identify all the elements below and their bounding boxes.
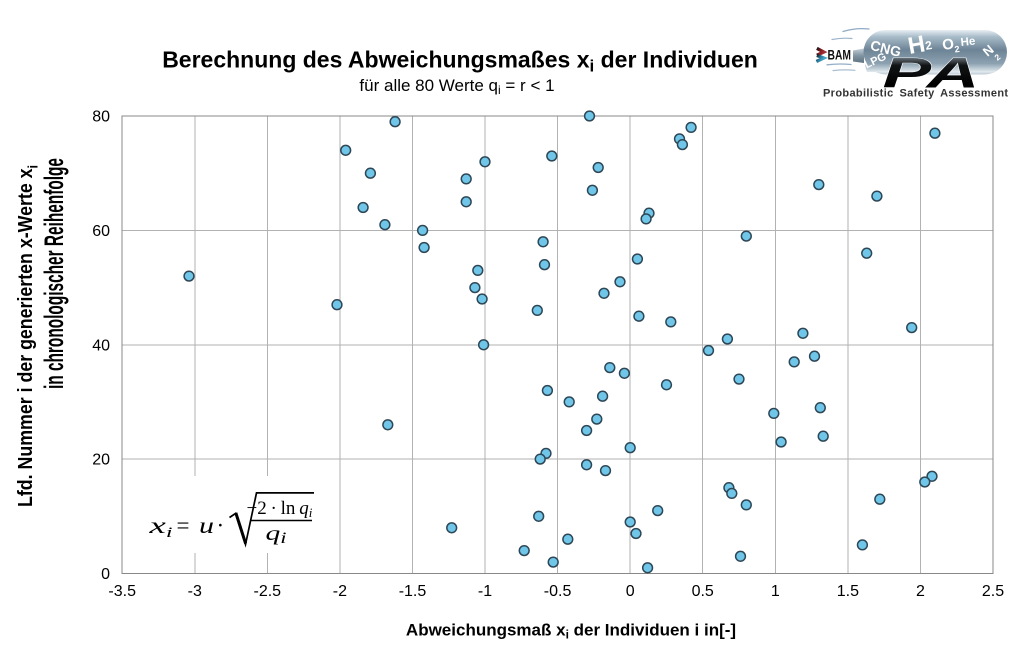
svg-text:2: 2 [924,38,933,53]
svg-text:O: O [941,35,955,54]
svg-text:1: 1 [771,583,780,600]
svg-text:Berechnung des Abweichungsmaße: Berechnung des Abweichungsmaßes xi der I… [162,47,758,76]
svg-text:für alle 80 Werte qi = r < 1: für alle 80 Werte qi = r < 1 [359,76,554,97]
svg-text:80: 80 [92,109,110,126]
svg-text:Lfd. Nummer i der generierten: Lfd. Nummer i der generierten x-Werte xi [15,165,41,507]
svg-text:u: u [199,513,214,538]
svg-text:0: 0 [101,566,110,583]
svg-text:-0.5: -0.5 [544,583,572,600]
svg-text:xi: xi [148,513,173,541]
svg-text:0: 0 [626,583,635,600]
svg-text:-3: -3 [188,583,202,600]
svg-text:2.5: 2.5 [982,583,1004,600]
svg-text:40: 40 [92,337,110,354]
svg-text:−2 · ln qi: −2 · ln qi [247,498,313,520]
svg-text:·: · [217,513,225,538]
svg-text:-1: -1 [478,583,492,600]
svg-text:He: He [960,36,976,49]
svg-text:-2: -2 [333,583,347,600]
svg-text:H: H [906,30,927,59]
svg-text:Probabilistic Safety Assessmen: Probabilistic Safety Assessment [823,88,1008,100]
svg-text:BAM: BAM [828,48,852,63]
svg-text:2: 2 [954,44,960,55]
svg-text:-3.5: -3.5 [108,583,136,600]
svg-text:2: 2 [916,583,925,600]
svg-text:20: 20 [92,452,110,469]
svg-text:=: = [177,513,190,538]
svg-text:CNG: CNG [869,37,903,60]
svg-text:60: 60 [92,223,110,240]
svg-text:-1.5: -1.5 [399,583,427,600]
svg-text:0.5: 0.5 [692,583,714,600]
svg-text:2: 2 [992,52,1002,63]
svg-text:-2.5: -2.5 [254,583,282,600]
svg-text:in chronologischer Reihenfolge: in chronologischer Reihenfolge [39,158,69,389]
svg-text:Abweichungsmaß xi der Individu: Abweichungsmaß xi der Individuen i in[-] [406,621,736,642]
svg-text:1.5: 1.5 [837,583,859,600]
svg-text:PA: PA [883,49,981,97]
